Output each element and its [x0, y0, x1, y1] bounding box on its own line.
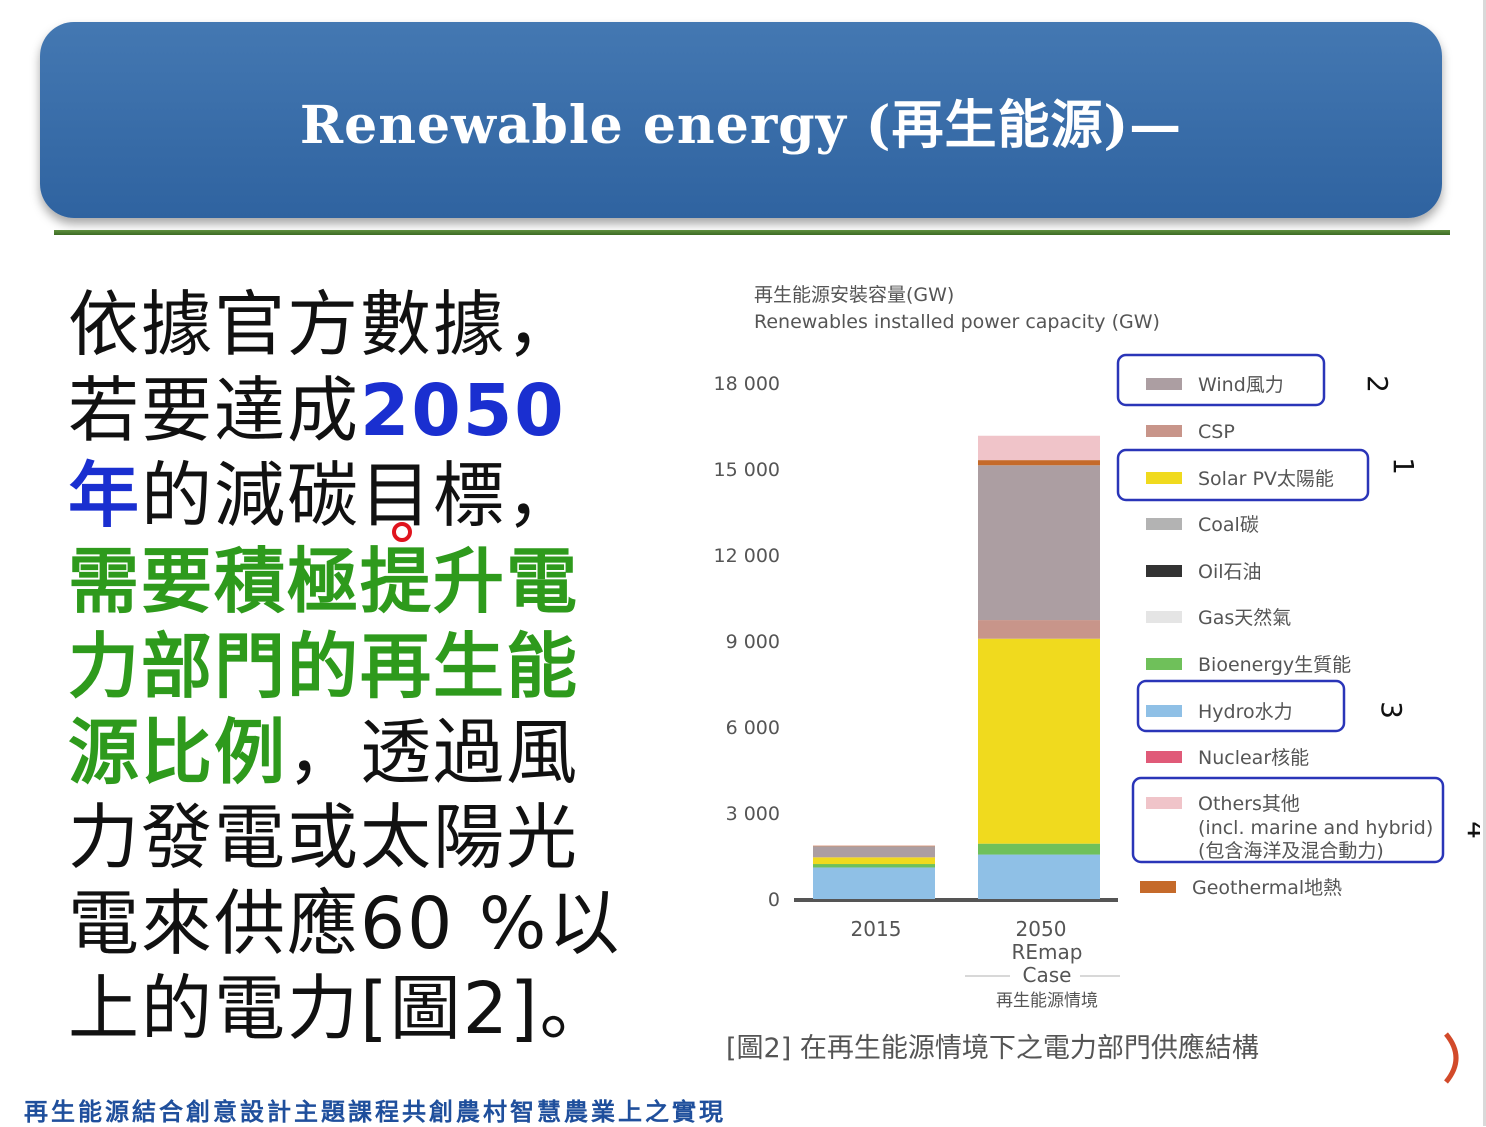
- bar-segment-hydro-2050: [978, 855, 1100, 899]
- bar-segment-geothermal-2015: [813, 846, 935, 847]
- legend-label: CSP: [1198, 421, 1235, 443]
- bar-segment-hydro-2015: [813, 867, 935, 899]
- footer-course-title: 再生能源結合創意設計主題課程共創農村智慧農業上之實現: [24, 1092, 726, 1127]
- legend-swatch: [1146, 797, 1182, 809]
- y-tick-label: 15 000: [714, 459, 780, 481]
- chart-caption: [圖2] 在再生能源情境下之電力部門供應結構: [726, 1026, 1259, 1065]
- legend-label: Oil石油: [1198, 561, 1262, 583]
- legend-label: Coal碳: [1198, 514, 1259, 536]
- legend-swatch: [1146, 705, 1182, 717]
- bar-segment-bioenergy-2050: [978, 844, 1100, 855]
- legend-swatch: [1146, 565, 1182, 577]
- y-tick-label: 6 000: [726, 717, 780, 739]
- highlight-number: 4: [1461, 821, 1480, 839]
- highlight-number: 3: [1375, 701, 1408, 719]
- highlight-number: 2: [1361, 375, 1394, 393]
- y-tick-label: 12 000: [714, 545, 780, 567]
- laser-pointer-dot: [392, 522, 412, 542]
- legend-swatch: [1146, 751, 1182, 763]
- legend-swatch: [1140, 881, 1176, 893]
- bar-segment-solarpv-2015: [813, 857, 935, 864]
- legend-label: Geothermal地熱: [1192, 877, 1342, 899]
- legend-label-line: (包含海洋及混合動力): [1198, 840, 1384, 862]
- x-tick-label: 2015: [851, 917, 902, 941]
- chart-plot: 0 3 000 6 000 9 000 12 000 15 000 18 000 2015 20…: [700, 270, 1480, 1020]
- bar-segment-wind-2050: [978, 465, 1100, 620]
- x-tick-label: 2050: [1016, 917, 1067, 941]
- x-tick-sublabel: Case: [1023, 963, 1072, 987]
- title-banner: Renewable energy (再生能源)—: [40, 22, 1442, 218]
- corner-logo-icon: [1436, 1028, 1466, 1088]
- legend-label: Hydro水力: [1198, 701, 1293, 723]
- legend-label-line: (incl. marine and hybrid): [1198, 817, 1433, 839]
- body-text-part2: 的減碳目標，: [141, 454, 579, 537]
- x-tick-sublabel: 再生能源情境: [996, 991, 1098, 1011]
- y-tick-label: 3 000: [726, 803, 780, 825]
- bar-segment-others-2050: [978, 436, 1100, 460]
- legend-swatch: [1146, 658, 1182, 670]
- bar-segment-geothermal-2050: [978, 460, 1100, 465]
- bar-segment-wind-2015: [813, 846, 935, 857]
- title-divider: [54, 230, 1450, 235]
- legend-swatch: [1146, 518, 1182, 530]
- legend-swatch: [1146, 378, 1182, 390]
- y-tick-label: 18 000: [714, 373, 780, 395]
- capacity-chart: 再生能源安裝容量(GW) Renewables installed power …: [700, 270, 1480, 1070]
- legend-label: Bioenergy生質能: [1198, 654, 1351, 676]
- legend-label: Wind風力: [1198, 374, 1284, 396]
- legend-label: Solar PV太陽能: [1198, 468, 1334, 490]
- slide-title: Renewable energy (再生能源)—: [300, 83, 1182, 158]
- legend-swatch: [1146, 472, 1182, 484]
- y-tick-label: 9 000: [726, 631, 780, 653]
- highlight-number: 1: [1387, 457, 1420, 475]
- legend-swatch: [1146, 425, 1182, 437]
- bar-segment-bioenergy-2015: [813, 864, 935, 867]
- y-tick-label: 0: [768, 889, 780, 911]
- bar-segment-csp-2050: [978, 620, 1100, 639]
- bar-segment-solarpv-2050: [978, 639, 1100, 844]
- body-paragraph: 依據官方數據，若要達成2050年的減碳目標，需要積極提升電力部門的再生能源比例，…: [68, 282, 628, 1052]
- legend-swatch: [1146, 611, 1182, 623]
- legend-label: Gas天然氣: [1198, 607, 1291, 629]
- legend-label: Nuclear核能: [1198, 747, 1309, 769]
- legend-label: Others其他: [1198, 793, 1300, 815]
- x-tick-sublabel: REmap: [1012, 940, 1083, 964]
